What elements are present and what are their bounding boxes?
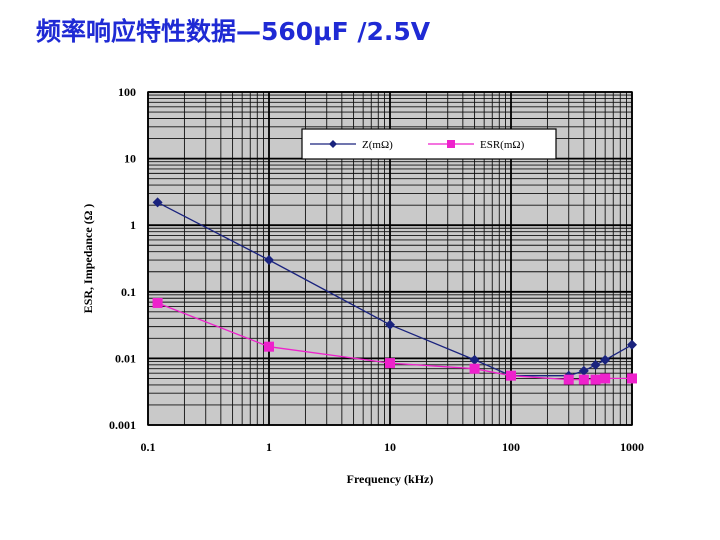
data-point <box>264 341 274 352</box>
data-point <box>152 297 163 308</box>
y-axis-ticks: 0.001 0.01 0.1 1 10 100 <box>109 85 136 432</box>
data-point <box>627 373 637 384</box>
plot-frame <box>147 91 633 426</box>
y-tick-label: 1 <box>130 218 136 232</box>
data-point <box>506 370 516 381</box>
data-point <box>385 358 395 369</box>
x-tick-label: 0.1 <box>141 440 156 454</box>
data-point <box>590 374 601 385</box>
data-point <box>469 363 480 374</box>
y-tick-label: 100 <box>118 85 136 99</box>
data-point <box>152 197 163 208</box>
x-axis-ticks: 0.1 1 10 100 1000 <box>141 440 645 454</box>
y-tick-label: 0.01 <box>115 351 136 365</box>
data-point <box>590 359 601 370</box>
y-tick-label: 0.001 <box>109 418 136 432</box>
legend: Z(mΩ) ESR(mΩ) <box>301 128 557 160</box>
slide-title: 频率响应特性数据—560μF /2.5V <box>36 17 431 46</box>
data-point <box>469 354 480 365</box>
x-axis-label: Frequency (kHz) <box>347 472 434 486</box>
data-point <box>600 373 611 384</box>
legend-label: Z(mΩ) <box>362 139 393 151</box>
data-point <box>563 374 574 385</box>
y-tick-label: 10 <box>124 152 136 166</box>
data-point <box>578 365 589 376</box>
x-tick-label: 10 <box>384 440 396 454</box>
legend-item: ESR(mΩ) <box>428 139 525 151</box>
legend-marker <box>329 140 337 148</box>
x-tick-label: 100 <box>502 440 520 454</box>
data-point <box>600 354 611 365</box>
legend-marker <box>447 140 455 148</box>
series-esr <box>152 297 637 385</box>
legend-label: ESR(mΩ) <box>480 139 525 151</box>
x-tick-label: 1000 <box>620 440 644 454</box>
legend-item: Z(mΩ) <box>310 139 393 151</box>
data-point <box>578 374 589 385</box>
data-point <box>627 339 637 350</box>
data-point <box>385 319 395 330</box>
series-layer <box>152 197 637 385</box>
y-axis-label: ESR, Impedance (Ω ) <box>81 204 95 314</box>
y-tick-label: 0.1 <box>121 285 136 299</box>
x-tick-label: 1 <box>266 440 272 454</box>
data-point <box>264 255 274 266</box>
series-line <box>157 201 633 377</box>
